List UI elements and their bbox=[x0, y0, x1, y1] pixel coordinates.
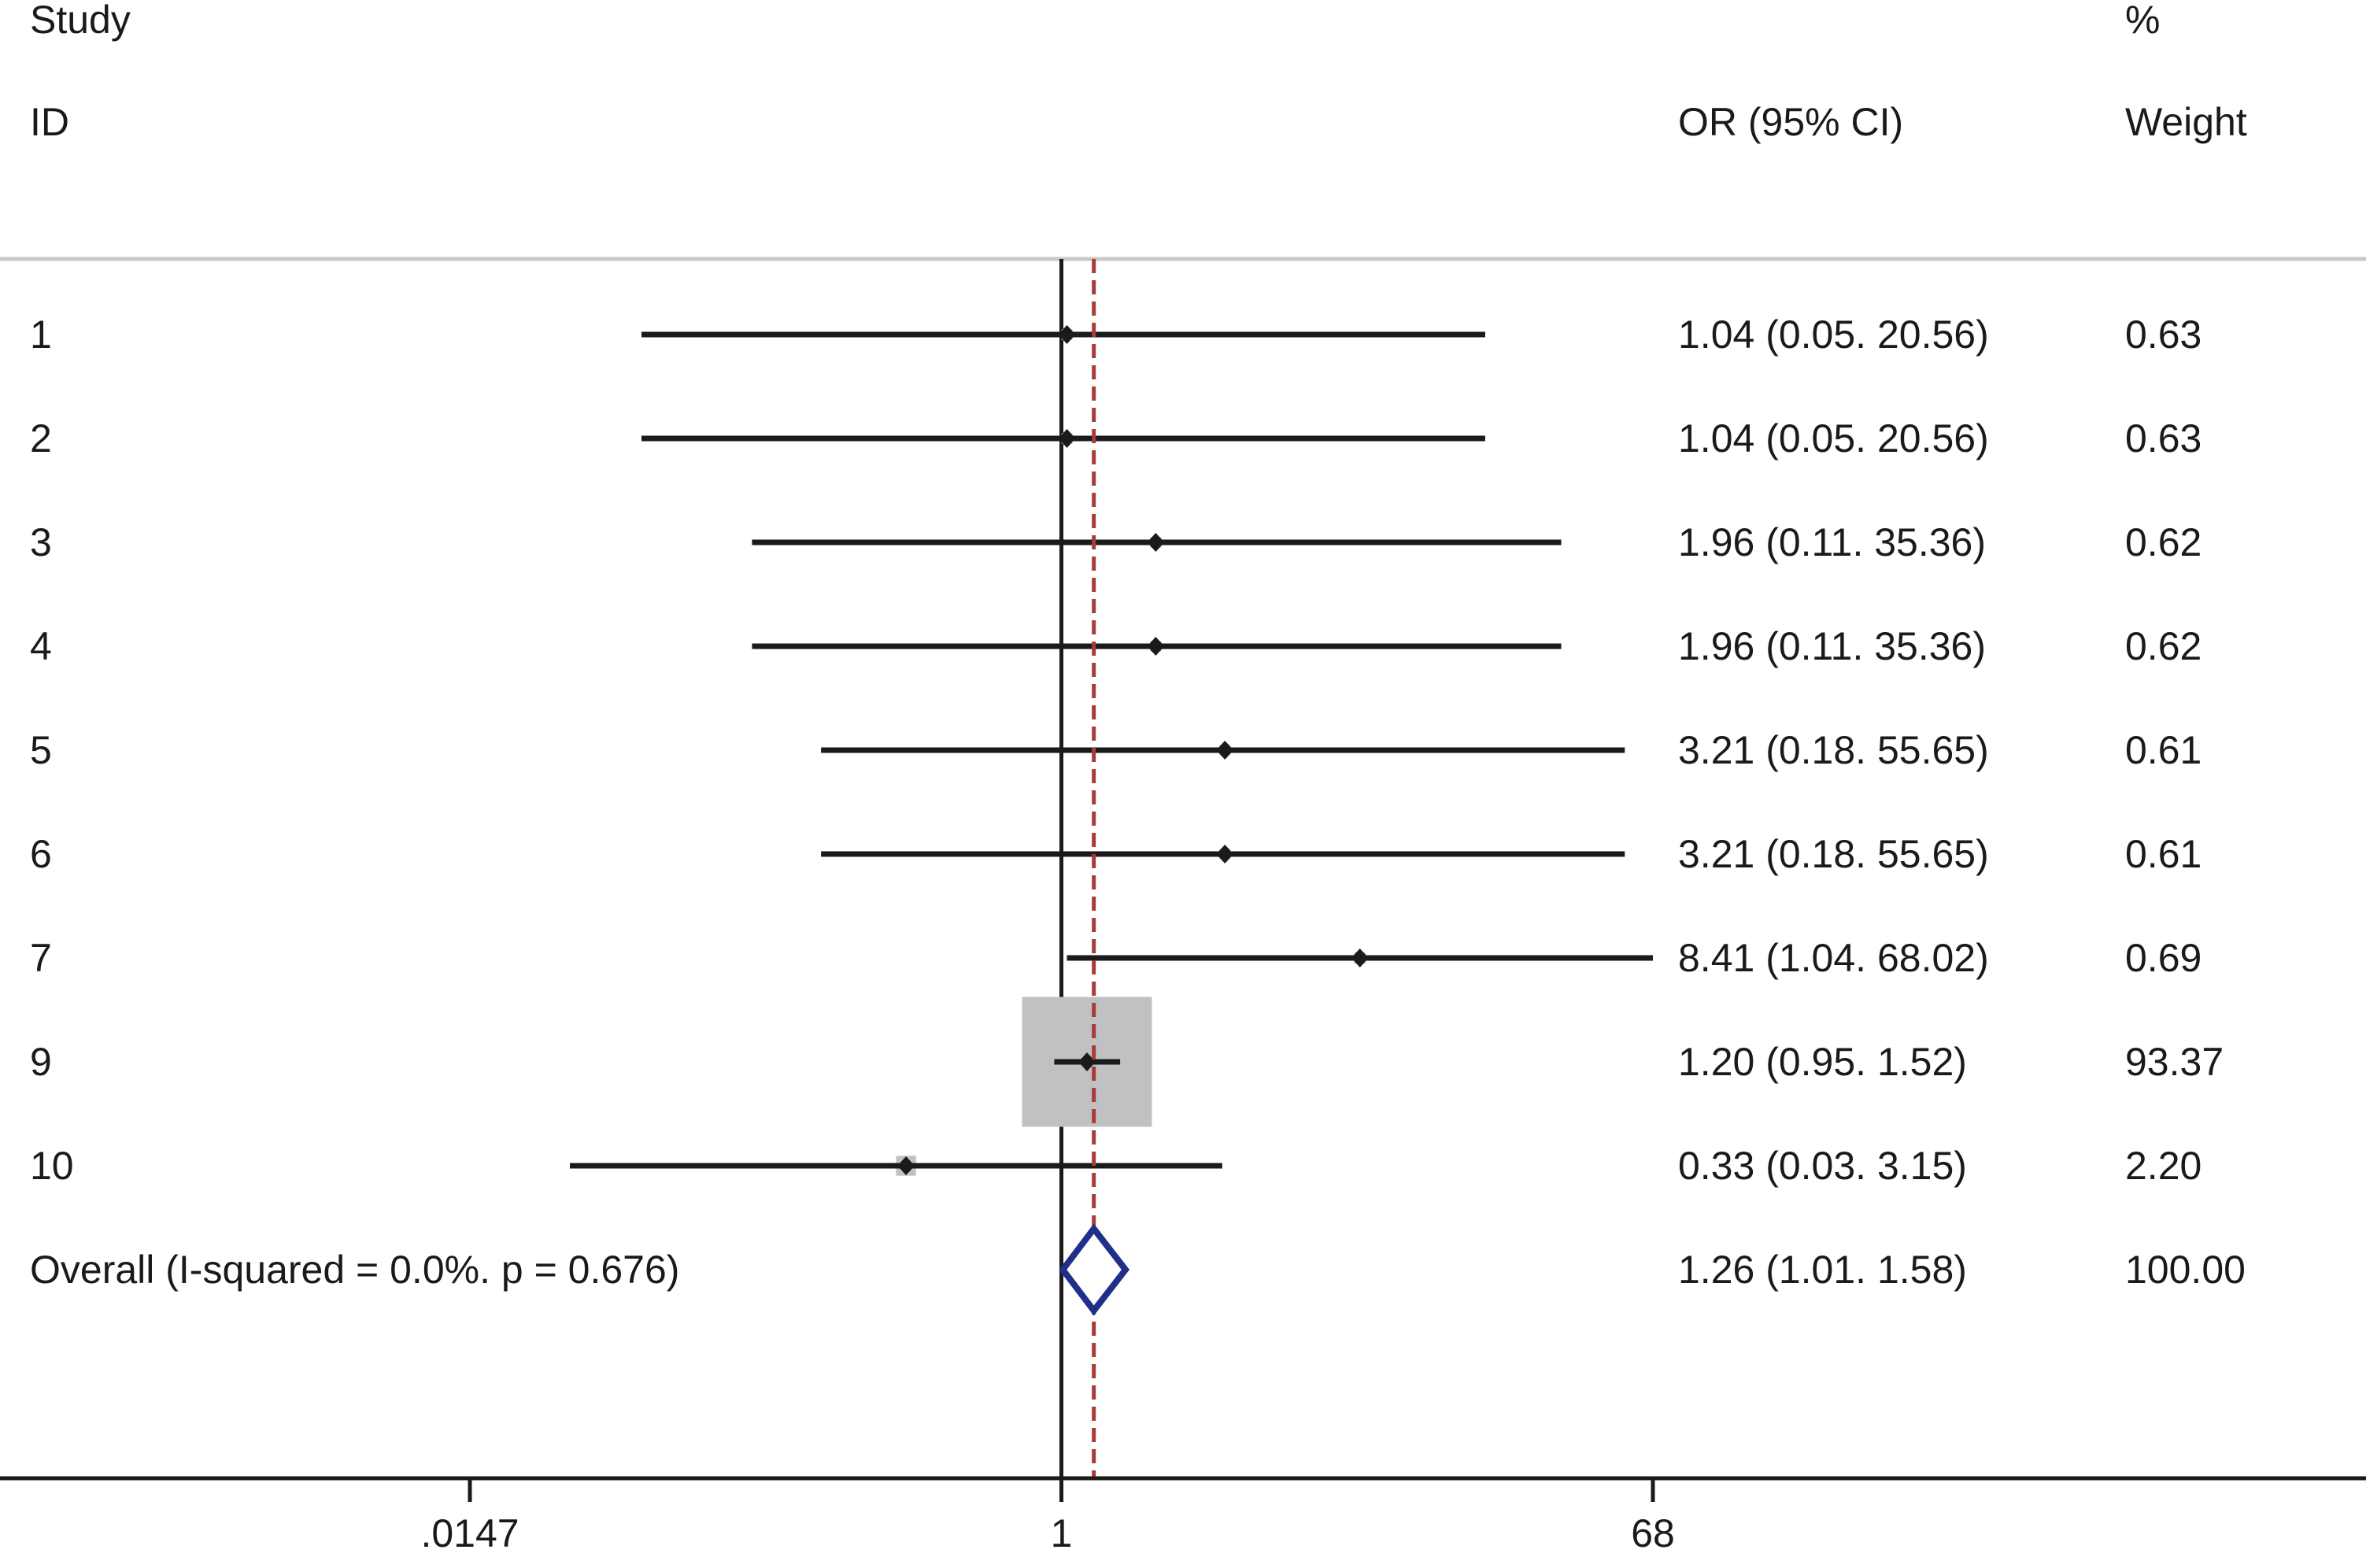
x-tick-label: 1 bbox=[1051, 1511, 1073, 1555]
overall-label: Overall (I-squared = 0.0%. p = 0.676) bbox=[30, 1248, 679, 1292]
point-estimate-marker bbox=[1351, 949, 1369, 967]
point-estimate-marker bbox=[1058, 325, 1076, 344]
point-estimate-marker bbox=[1216, 741, 1234, 760]
point-estimate-marker bbox=[1058, 429, 1076, 448]
or-ci-value: 0.33 (0.03. 3.15) bbox=[1678, 1144, 1967, 1188]
plot-area: 1 1.04 (0.05. 20.56) 0.63 2 1.04 (0.05. 20.5… bbox=[30, 259, 2246, 1478]
x-tick-label: 68 bbox=[1631, 1511, 1675, 1555]
study-id-label: 2 bbox=[30, 416, 52, 460]
point-estimate-marker bbox=[1078, 1052, 1096, 1071]
study-id-label: 4 bbox=[30, 624, 52, 668]
study-id-label: 7 bbox=[30, 936, 52, 980]
weight-value: 93.37 bbox=[2125, 1040, 2224, 1084]
x-tick-label: .0147 bbox=[420, 1511, 519, 1555]
or-ci-value: 8.41 (1.04. 68.02) bbox=[1678, 936, 1989, 980]
weight-value: 2.20 bbox=[2125, 1144, 2201, 1188]
overall-weight-value: 100.00 bbox=[2125, 1248, 2246, 1292]
overall-or-ci-value: 1.26 (1.01. 1.58) bbox=[1678, 1248, 1967, 1292]
weight-value: 0.63 bbox=[2125, 312, 2201, 357]
point-estimate-marker bbox=[1147, 533, 1165, 552]
header-percent: % bbox=[2125, 0, 2160, 42]
or-ci-value: 3.21 (0.18. 55.65) bbox=[1678, 728, 1989, 772]
weight-value: 0.62 bbox=[2125, 520, 2201, 564]
or-ci-value: 1.96 (0.11. 35.36) bbox=[1678, 520, 1986, 564]
header-or-ci: OR (95% CI) bbox=[1678, 100, 1903, 144]
weight-value: 0.61 bbox=[2125, 728, 2201, 772]
study-id-label: 6 bbox=[30, 832, 52, 876]
weight-value: 0.63 bbox=[2125, 416, 2201, 460]
point-estimate-marker bbox=[1147, 637, 1165, 656]
study-id-label: 5 bbox=[30, 728, 52, 772]
overall-diamond bbox=[1059, 1223, 1130, 1316]
weight-value: 0.69 bbox=[2125, 936, 2201, 980]
study-id-label: 1 bbox=[30, 312, 52, 357]
header-study: Study bbox=[30, 0, 131, 42]
or-ci-value: 1.04 (0.05. 20.56) bbox=[1678, 312, 1989, 357]
header-id: ID bbox=[30, 100, 69, 144]
or-ci-value: 1.04 (0.05. 20.56) bbox=[1678, 416, 1989, 460]
or-ci-value: 1.20 (0.95. 1.52) bbox=[1678, 1040, 1967, 1084]
or-ci-value: 1.96 (0.11. 35.36) bbox=[1678, 624, 1986, 668]
weight-value: 0.62 bbox=[2125, 624, 2201, 668]
x-axis: .0147 1 68 bbox=[420, 1478, 1675, 1555]
or-ci-value: 3.21 (0.18. 55.65) bbox=[1678, 832, 1989, 876]
study-id-label: 10 bbox=[30, 1144, 74, 1188]
point-estimate-marker bbox=[897, 1156, 915, 1175]
header-weight: Weight bbox=[2125, 100, 2247, 144]
study-id-label: 9 bbox=[30, 1040, 52, 1084]
point-estimate-marker bbox=[1216, 845, 1234, 864]
study-id-label: 3 bbox=[30, 520, 52, 564]
weight-value: 0.61 bbox=[2125, 832, 2201, 876]
